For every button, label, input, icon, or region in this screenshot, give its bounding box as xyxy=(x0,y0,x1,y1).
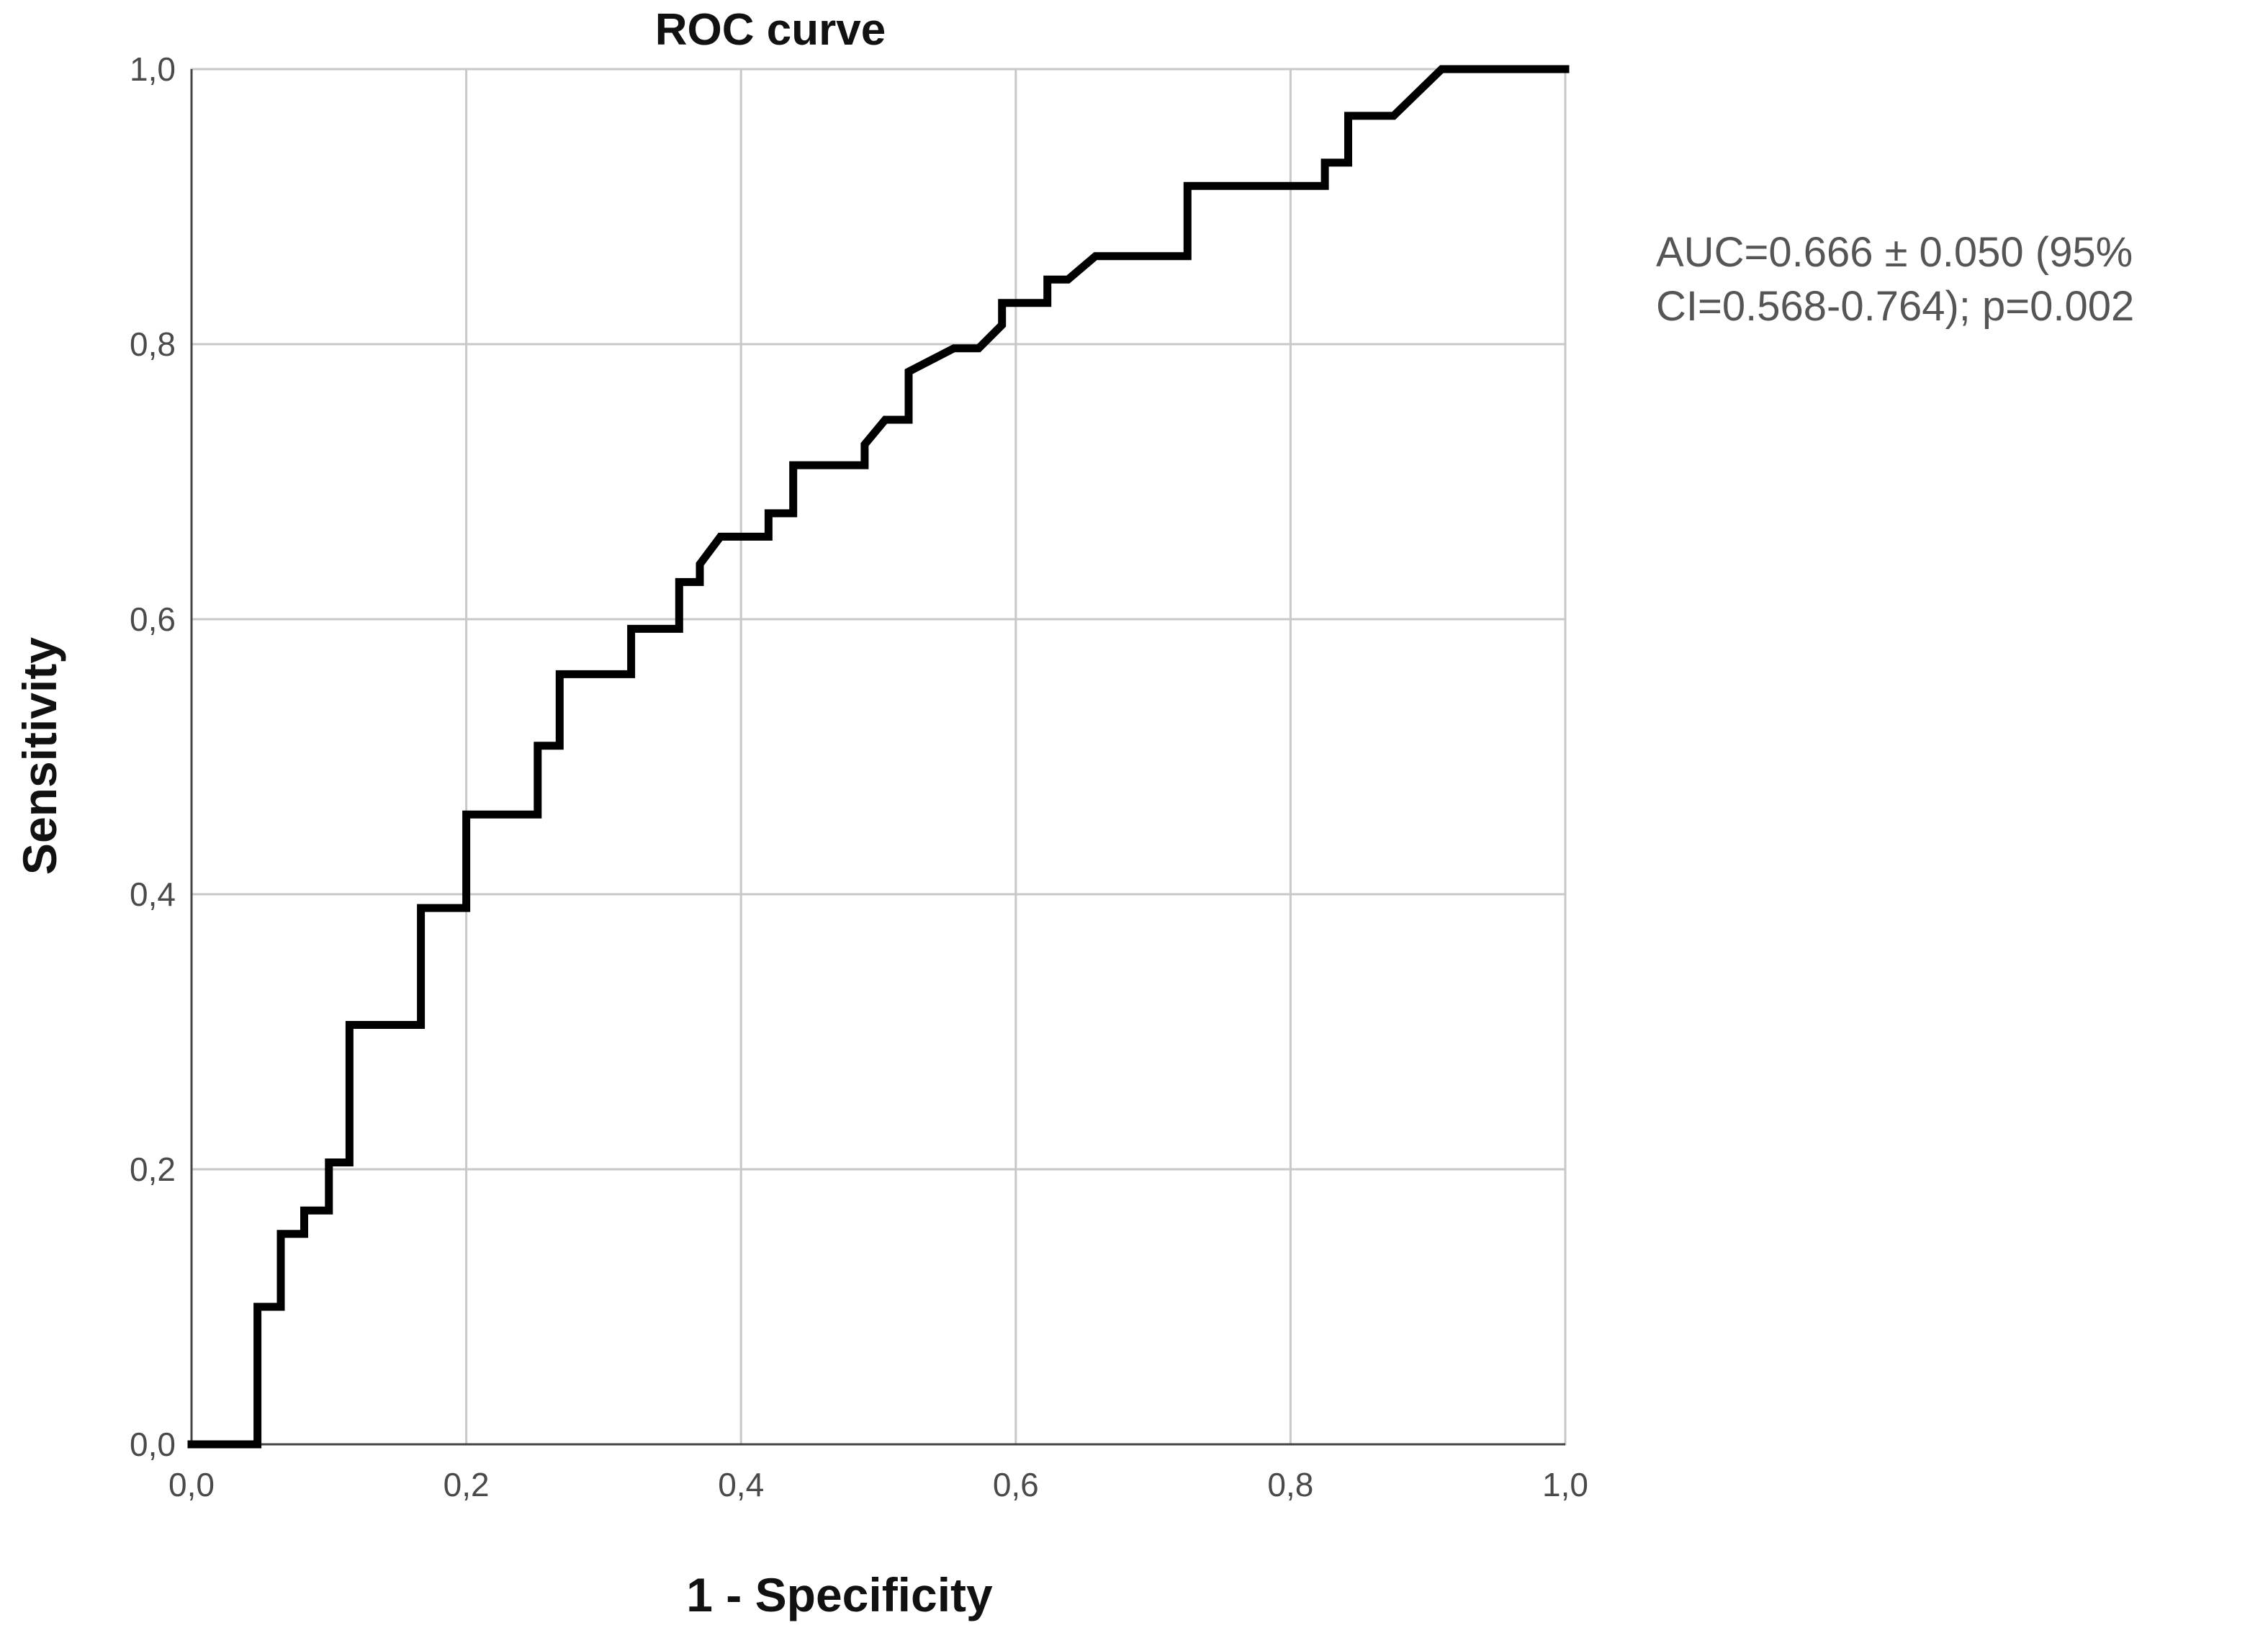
chart-title: ROC curve xyxy=(655,5,886,55)
y-tick-label: 0,8 xyxy=(130,325,176,363)
y-tick-label: 0,6 xyxy=(130,600,176,638)
plot-area xyxy=(187,65,1570,1449)
x-tick-label: 0,6 xyxy=(993,1466,1039,1503)
x-axis-title: 1 - Specificity xyxy=(686,1568,993,1621)
x-tick-label: 0,2 xyxy=(444,1466,490,1503)
y-tick-label: 1,0 xyxy=(130,50,176,88)
x-tick-label: 0,0 xyxy=(168,1466,215,1503)
y-tick-label: 0,2 xyxy=(130,1151,176,1188)
series-group xyxy=(187,65,1570,1449)
y-tick-labels: 0,0 0,2 0,4 0,6 0,8 1,0 xyxy=(130,50,176,1463)
plot-frame xyxy=(190,68,1567,1446)
y-tick-label: 0,4 xyxy=(130,876,176,913)
x-tick-label: 1,0 xyxy=(1542,1466,1588,1503)
x-tick-label: 0,4 xyxy=(718,1466,764,1503)
x-tick-label: 0,8 xyxy=(1267,1466,1313,1503)
auc-annotation-line-1: AUC=0.666 ± 0.050 (95% xyxy=(1656,229,2133,276)
grid xyxy=(190,68,1567,1446)
y-tick-label: 0,0 xyxy=(130,1426,176,1463)
roc-curve-line xyxy=(187,65,1570,1449)
x-tick-labels: 0,0 0,2 0,4 0,6 0,8 1,0 xyxy=(168,1466,1588,1503)
auc-annotation-line-2: CI=0.568-0.764); p=0.002 xyxy=(1656,283,2134,330)
y-axis-title: Sensitivity xyxy=(13,637,66,875)
